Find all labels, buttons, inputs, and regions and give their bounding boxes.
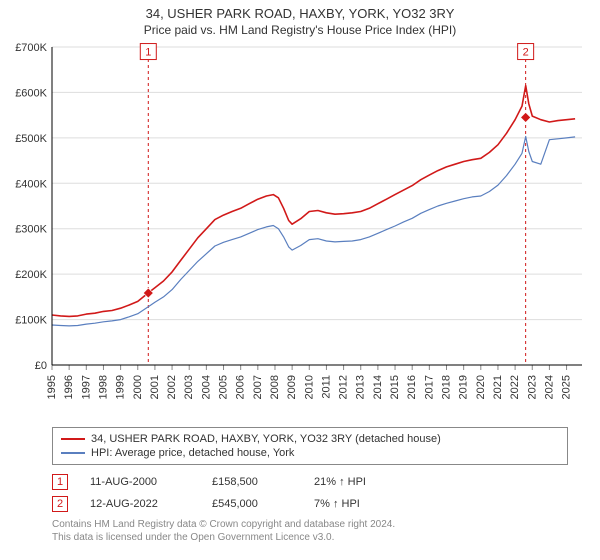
chart-title: 34, USHER PARK ROAD, HAXBY, YORK, YO32 3… xyxy=(0,0,600,21)
license-line-1: Contains HM Land Registry data © Crown c… xyxy=(52,519,568,532)
legend-item: HPI: Average price, detached house, York xyxy=(61,446,559,460)
event-row: 2 12-AUG-2022 £545,000 7% ↑ HPI xyxy=(52,493,568,515)
svg-text:2: 2 xyxy=(523,47,529,59)
svg-text:2002: 2002 xyxy=(166,375,178,399)
svg-text:2019: 2019 xyxy=(458,375,470,399)
svg-text:2006: 2006 xyxy=(235,375,247,399)
svg-text:2024: 2024 xyxy=(543,375,555,399)
svg-text:1997: 1997 xyxy=(80,375,92,399)
svg-text:£600K: £600K xyxy=(15,87,47,99)
license-text: Contains HM Land Registry data © Crown c… xyxy=(52,519,568,544)
svg-text:1996: 1996 xyxy=(63,375,75,399)
svg-text:2008: 2008 xyxy=(269,375,281,399)
svg-text:2000: 2000 xyxy=(132,375,144,399)
svg-text:1998: 1998 xyxy=(97,375,109,399)
svg-text:2005: 2005 xyxy=(218,375,230,399)
legend-swatch xyxy=(61,438,85,440)
svg-text:2003: 2003 xyxy=(183,375,195,399)
svg-text:2010: 2010 xyxy=(303,375,315,399)
legend-label: HPI: Average price, detached house, York xyxy=(91,447,294,459)
event-badge: 2 xyxy=(52,496,68,512)
legend-label: 34, USHER PARK ROAD, HAXBY, YORK, YO32 3… xyxy=(91,433,441,445)
event-badge: 1 xyxy=(52,474,68,490)
svg-text:£100K: £100K xyxy=(15,315,47,327)
event-diff: 7% ↑ HPI xyxy=(314,498,394,510)
legend-item: 34, USHER PARK ROAD, HAXBY, YORK, YO32 3… xyxy=(61,432,559,446)
event-date: 12-AUG-2022 xyxy=(90,498,190,510)
svg-text:2009: 2009 xyxy=(286,375,298,399)
svg-text:2017: 2017 xyxy=(423,375,435,399)
event-row: 1 11-AUG-2000 £158,500 21% ↑ HPI xyxy=(52,471,568,493)
svg-text:£200K: £200K xyxy=(15,269,47,281)
svg-text:2015: 2015 xyxy=(389,375,401,399)
legend: 34, USHER PARK ROAD, HAXBY, YORK, YO32 3… xyxy=(52,427,568,465)
svg-text:1995: 1995 xyxy=(46,375,58,399)
event-price: £158,500 xyxy=(212,476,292,488)
svg-text:£300K: £300K xyxy=(15,224,47,236)
svg-text:2007: 2007 xyxy=(252,375,264,399)
events-table: 1 11-AUG-2000 £158,500 21% ↑ HPI 2 12-AUG-202… xyxy=(52,471,568,515)
svg-text:2011: 2011 xyxy=(320,375,332,399)
svg-text:£0: £0 xyxy=(35,360,47,372)
svg-text:2001: 2001 xyxy=(149,375,161,399)
svg-text:2023: 2023 xyxy=(526,375,538,399)
event-date: 11-AUG-2000 xyxy=(90,476,190,488)
svg-text:2013: 2013 xyxy=(355,375,367,399)
svg-text:£700K: £700K xyxy=(15,42,47,54)
chart-container: £0 £100K £200K £300K £400K £500K £600K £700K 199… xyxy=(0,41,600,421)
svg-text:2025: 2025 xyxy=(561,375,573,399)
svg-text:£400K: £400K xyxy=(15,178,47,190)
event-diff: 21% ↑ HPI xyxy=(314,476,394,488)
svg-text:1999: 1999 xyxy=(115,375,127,399)
svg-text:2018: 2018 xyxy=(440,375,452,399)
legend-swatch xyxy=(61,452,85,454)
svg-text:2016: 2016 xyxy=(406,375,418,399)
svg-text:2022: 2022 xyxy=(509,375,521,399)
svg-text:£500K: £500K xyxy=(15,133,47,145)
svg-text:2021: 2021 xyxy=(492,375,504,399)
event-price: £545,000 xyxy=(212,498,292,510)
svg-text:2014: 2014 xyxy=(372,375,384,399)
svg-text:2020: 2020 xyxy=(475,375,487,399)
chart-subtitle: Price paid vs. HM Land Registry's House … xyxy=(0,21,600,41)
svg-text:2004: 2004 xyxy=(200,375,212,399)
line-chart: £0 £100K £200K £300K £400K £500K £600K £700K 199… xyxy=(0,41,600,421)
svg-text:2012: 2012 xyxy=(338,375,350,399)
svg-text:1: 1 xyxy=(145,47,151,59)
license-line-2: This data is licensed under the Open Gov… xyxy=(52,532,568,545)
